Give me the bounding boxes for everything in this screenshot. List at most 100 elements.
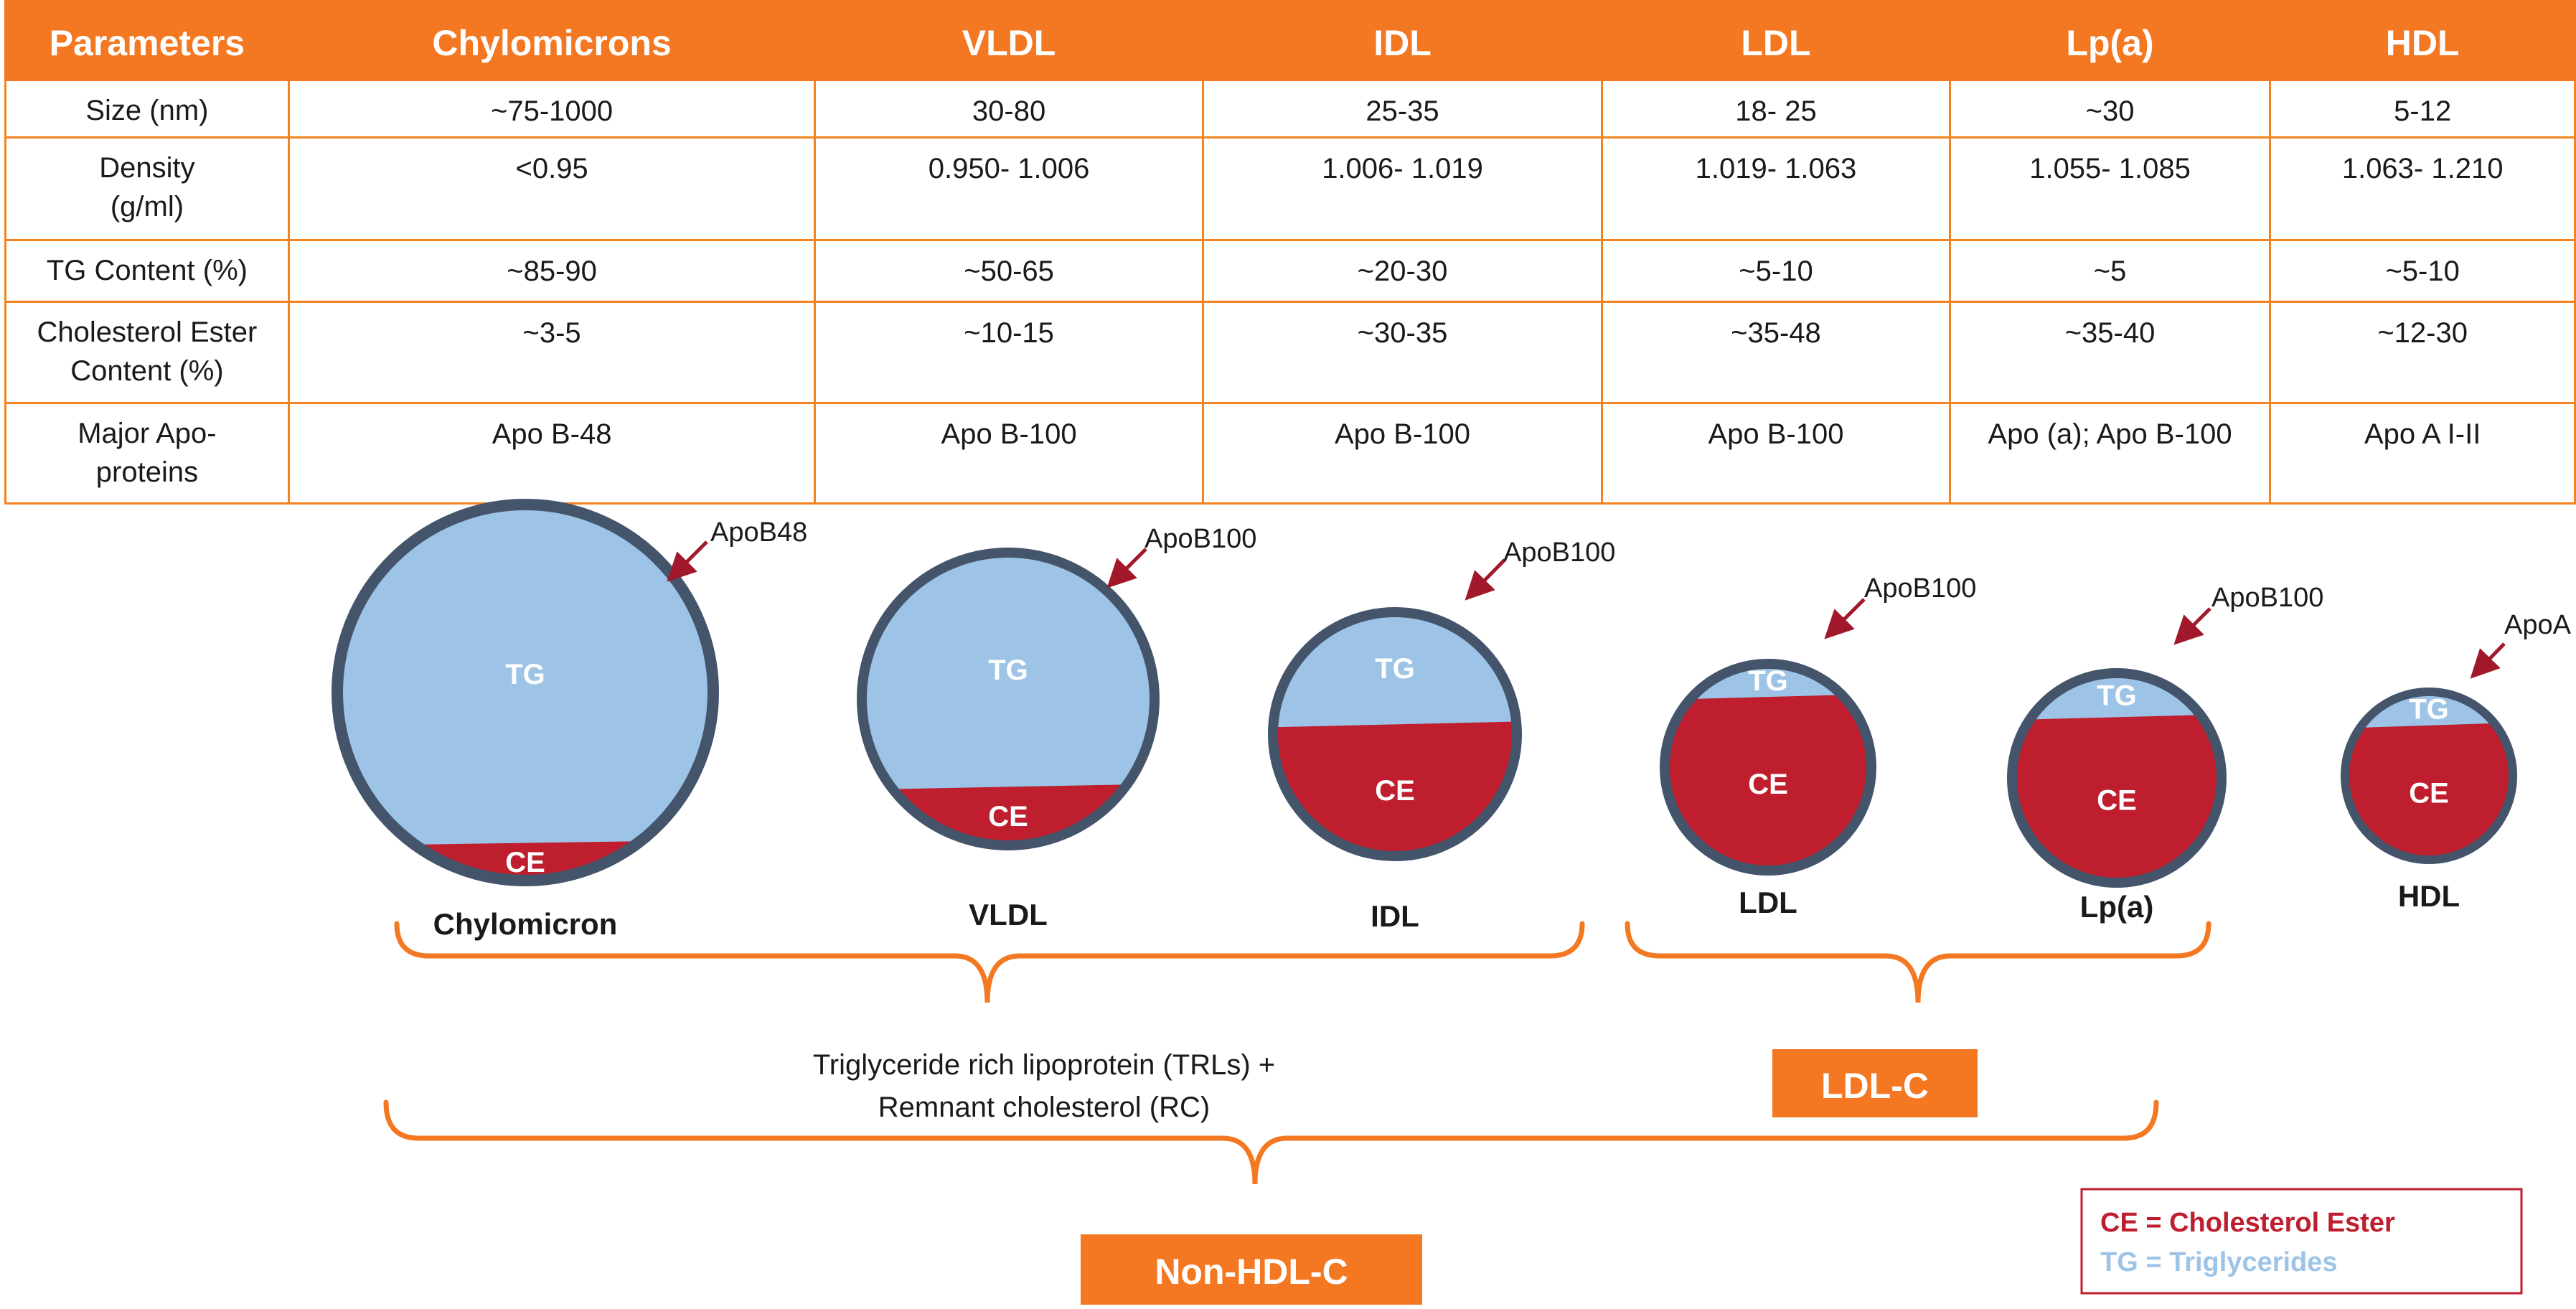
table-cell: ~75-1000: [287, 79, 817, 139]
chylomicron-apo-arrow: [667, 540, 708, 582]
labels-layer: ApoB48 Chylomicron ApoB100 VLDL ApoB100 IDL Ap…: [433, 517, 2576, 941]
param-density: Density (g/ml): [4, 136, 290, 241]
param-ce-line2: Content (%): [70, 355, 224, 387]
table-cell: Apo B-48: [287, 402, 817, 505]
header-vldl: VLDL: [814, 0, 1204, 81]
trl-caption-line2: Remnant cholesterol (RC): [878, 1092, 1210, 1123]
ldl-apo-label: ApoB100: [1864, 573, 1976, 604]
table-cell: 18- 25: [1601, 79, 1951, 139]
table-cell: Apo B-100: [1601, 402, 1951, 505]
chylomicron-particle: TG CE: [332, 499, 719, 886]
vldl-tg-region: [862, 553, 1155, 845]
idl-ce-label: CE: [1375, 775, 1415, 807]
table-cell: 1.055- 1.085: [1948, 136, 2272, 241]
header-hdl: HDL: [2269, 0, 2576, 81]
ldl-ce-label: CE: [1748, 769, 1788, 800]
table-cell: ~5: [1948, 239, 2272, 303]
header-idl: IDL: [1201, 0, 1604, 81]
brace-trl: [394, 921, 1585, 1003]
header-parameters: Parameters: [4, 0, 290, 81]
hdl-name-label: HDL: [2398, 879, 2460, 913]
table-cell: <0.95: [287, 136, 817, 241]
table-cell: 1.063- 1.210: [2269, 136, 2576, 241]
table-cell: 30-80: [814, 79, 1204, 139]
param-tg-content: TG Content (%): [4, 239, 290, 303]
lpa-ce-label: CE: [2097, 785, 2137, 817]
brace-ldl-c: [1625, 921, 2211, 1003]
param-major-apoproteins: Major Apo- proteins: [4, 402, 290, 505]
table-cell: ~35-40: [1948, 301, 2272, 404]
table-cell: 25-35: [1201, 79, 1604, 139]
legend-box: [2080, 1188, 2523, 1295]
table-cell: Apo B-100: [1201, 402, 1604, 505]
param-density-line1: Density: [99, 152, 195, 184]
vldl-apo-label: ApoB100: [1144, 524, 1256, 554]
ldl-name-label: LDL: [1739, 886, 1797, 919]
lipoprotein-table: Parameters Chylomicrons VLDL IDL LDL Lp(…: [4, 0, 2576, 505]
vldl-particle: TG CE: [857, 548, 1160, 850]
table-cell: 1.019- 1.063: [1601, 136, 1951, 241]
ldl-ce-region: [1665, 694, 1871, 871]
trl-caption-line1: Triglyceride rich lipoprotein (TRLs) +: [813, 1049, 1275, 1081]
table-cell: ~30-35: [1201, 301, 1604, 404]
param-size: Size (nm): [4, 79, 290, 139]
ldl-particle: TG CE: [1660, 659, 1876, 876]
table-cell: ~5-10: [1601, 239, 1951, 303]
table-cell: Apo B-100: [814, 402, 1204, 505]
hdl-ce-region: [2345, 722, 2513, 860]
lpa-apo-arrow: [2173, 607, 2211, 645]
table-cell: ~35-48: [1601, 301, 1951, 404]
header-chylomicrons: Chylomicrons: [287, 0, 817, 81]
legend-ce: CE = Cholesterol Ester: [2100, 1208, 2395, 1238]
table-header-row: Parameters Chylomicrons VLDL IDL LDL Lp(…: [4, 0, 2576, 81]
hdl-ce-label: CE: [2409, 777, 2449, 809]
chylomicron-tg-label: TG: [505, 659, 545, 690]
param-ce-line1: Cholesterol Ester: [37, 316, 258, 348]
table-cell: ~5-10: [2269, 239, 2576, 303]
ldl-c-box: [1772, 1049, 1978, 1117]
brace-non-hdl-c: [383, 1099, 2159, 1185]
lpa-name-label: Lp(a): [2080, 890, 2154, 924]
lpa-apo-label: ApoB100: [2211, 583, 2323, 613]
param-apo-line1: Major Apo-: [77, 418, 217, 449]
lpa-membrane: [2007, 668, 2227, 888]
table-cell: ~12-30: [2269, 301, 2576, 404]
table-cell: 1.006- 1.019: [1201, 136, 1604, 241]
table-cell: 5-12: [2269, 79, 2576, 139]
table-row-tg: TG Content (%) ~85-90 ~50-65 ~20-30 ~5-1…: [4, 239, 2576, 303]
param-ce-content: Cholesterol Ester Content (%): [4, 301, 290, 404]
vldl-membrane: [857, 548, 1160, 850]
vldl-tg-label: TG: [988, 654, 1028, 686]
chylomicron-ce-label: CE: [505, 847, 545, 878]
idl-ce-region: [1273, 721, 1517, 856]
hdl-tg-label: TG: [2409, 693, 2449, 725]
table-cell: ~50-65: [814, 239, 1204, 303]
non-hdl-c-box: [1081, 1234, 1422, 1305]
chylomicron-name-label: Chylomicron: [433, 907, 618, 941]
chylomicron-tg-region: [337, 505, 713, 881]
table-cell: ~85-90: [287, 239, 817, 303]
legend-tg: TG = Triglycerides: [2100, 1247, 2338, 1277]
table-cell: Apo A I-II: [2269, 402, 2576, 505]
param-density-line2: (g/ml): [110, 191, 184, 222]
idl-tg-label: TG: [1375, 653, 1415, 685]
param-apo-line2: proteins: [95, 456, 199, 488]
ldl-apo-arrow: [1824, 598, 1866, 639]
vldl-name-label: VLDL: [969, 898, 1048, 932]
hdl-membrane: [2341, 688, 2517, 864]
table-cell: ~20-30: [1201, 239, 1604, 303]
non-hdl-c-label: Non-HDL-C: [1155, 1252, 1348, 1292]
idl-name-label: IDL: [1371, 899, 1419, 933]
hdl-apo-label: ApoA I-II: [2504, 610, 2576, 640]
vldl-apo-arrow: [1106, 548, 1147, 588]
idl-membrane: [1268, 607, 1522, 861]
lpa-ce-region: [2012, 714, 2222, 883]
ldl-c-label: LDL-C: [1821, 1066, 1929, 1106]
hdl-apo-arrow: [2470, 642, 2506, 679]
particles-layer: TG CE TG CE TG CE TG CE TG CE TG CE: [332, 499, 2517, 888]
table-row-ce: Cholesterol Ester Content (%) ~3-5 ~10-1…: [4, 301, 2576, 404]
chylomicron-apo-label: ApoB48: [710, 517, 807, 548]
table-cell: ~30: [1948, 79, 2272, 139]
idl-apo-label: ApoB100: [1503, 538, 1615, 568]
